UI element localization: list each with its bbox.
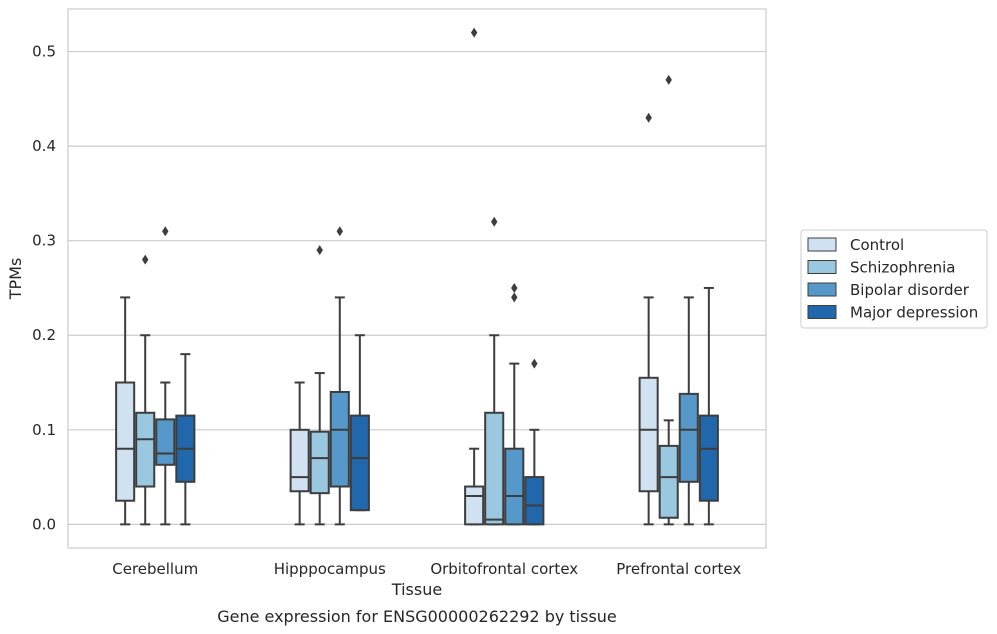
- x-axis-label: Tissue: [391, 580, 442, 599]
- box-schizophrenia: [658, 74, 679, 526]
- legend-swatch: [807, 305, 837, 319]
- y-tick-label: 0.2: [32, 326, 56, 344]
- plot-frame: [67, 8, 767, 549]
- outlier-marker: [665, 74, 672, 85]
- outlier-marker: [470, 27, 478, 38]
- outlier-marker: [491, 216, 498, 227]
- y-axis-label: TPMs: [6, 258, 25, 301]
- y-tick-label: 0.5: [32, 43, 56, 61]
- box-control: [115, 296, 136, 526]
- y-tick-labels: 0.0 0.1 0.2 0.3 0.4 0.5: [32, 43, 56, 534]
- box-schizophrenia: [484, 216, 505, 526]
- box-control: [289, 381, 310, 526]
- outlier-marker: [142, 254, 149, 265]
- x-tick-label: Prefrontal cortex: [616, 560, 741, 578]
- y-tick-label: 0.4: [32, 137, 56, 155]
- legend-label: Major depression: [850, 304, 978, 322]
- chart-caption: Gene expression for ENSG00000262292 by t…: [217, 607, 617, 626]
- box-control: [464, 27, 485, 526]
- box: [115, 381, 136, 502]
- outlier-marker: [336, 226, 343, 237]
- box: [155, 418, 176, 466]
- box: [678, 392, 699, 483]
- legend-swatch: [807, 237, 837, 252]
- boxes: [115, 27, 719, 526]
- legend-label: Bipolar disorder: [850, 281, 970, 299]
- x-tick-label: Orbitofrontal cortex: [430, 560, 578, 578]
- box-bipolar-disorder: [329, 226, 350, 526]
- box: [349, 414, 370, 512]
- box: [289, 428, 310, 493]
- box: [504, 447, 525, 526]
- legend-label: Schizophrenia: [850, 259, 955, 277]
- box: [484, 411, 505, 526]
- legend-frame: [800, 229, 988, 329]
- box: [524, 476, 545, 526]
- x-tick-label: Cerebellum: [112, 560, 198, 578]
- box: [135, 411, 156, 488]
- box-bipolar-disorder: [678, 296, 699, 526]
- y-tick-label: 0.3: [32, 232, 56, 250]
- box-major-depression: [698, 286, 719, 526]
- outlier-marker: [511, 282, 518, 293]
- box-schizophrenia: [309, 245, 330, 526]
- box-schizophrenia: [135, 254, 156, 526]
- box-control: [638, 112, 659, 526]
- box-bipolar-disorder: [155, 226, 176, 526]
- box-major-depression: [175, 353, 196, 526]
- legend: Control Schizophrenia Bipolar disorder Majo…: [800, 229, 988, 329]
- legend-swatch: [807, 282, 837, 297]
- box-major-depression: [524, 358, 545, 526]
- box: [698, 414, 719, 502]
- box: [638, 376, 659, 493]
- box: [329, 390, 350, 488]
- legend-label: Control: [850, 236, 904, 254]
- outlier-marker: [162, 226, 169, 237]
- box-major-depression: [349, 334, 370, 512]
- outlier-marker: [316, 245, 323, 256]
- x-tick-labels: Cerebellum Hipppocampus Orbitofrontal cort…: [112, 560, 741, 578]
- legend-swatch: [807, 260, 837, 274]
- y-tick-label: 0.0: [32, 515, 56, 533]
- box: [309, 430, 330, 495]
- outlier-marker: [645, 112, 652, 123]
- x-tick-label: Hipppocampus: [274, 560, 386, 578]
- outlier-marker: [531, 358, 538, 369]
- box: [658, 444, 679, 519]
- box: [464, 485, 485, 526]
- outlier-marker: [511, 292, 518, 303]
- box-bipolar-disorder: [504, 282, 525, 526]
- y-tick-label: 0.1: [32, 421, 56, 439]
